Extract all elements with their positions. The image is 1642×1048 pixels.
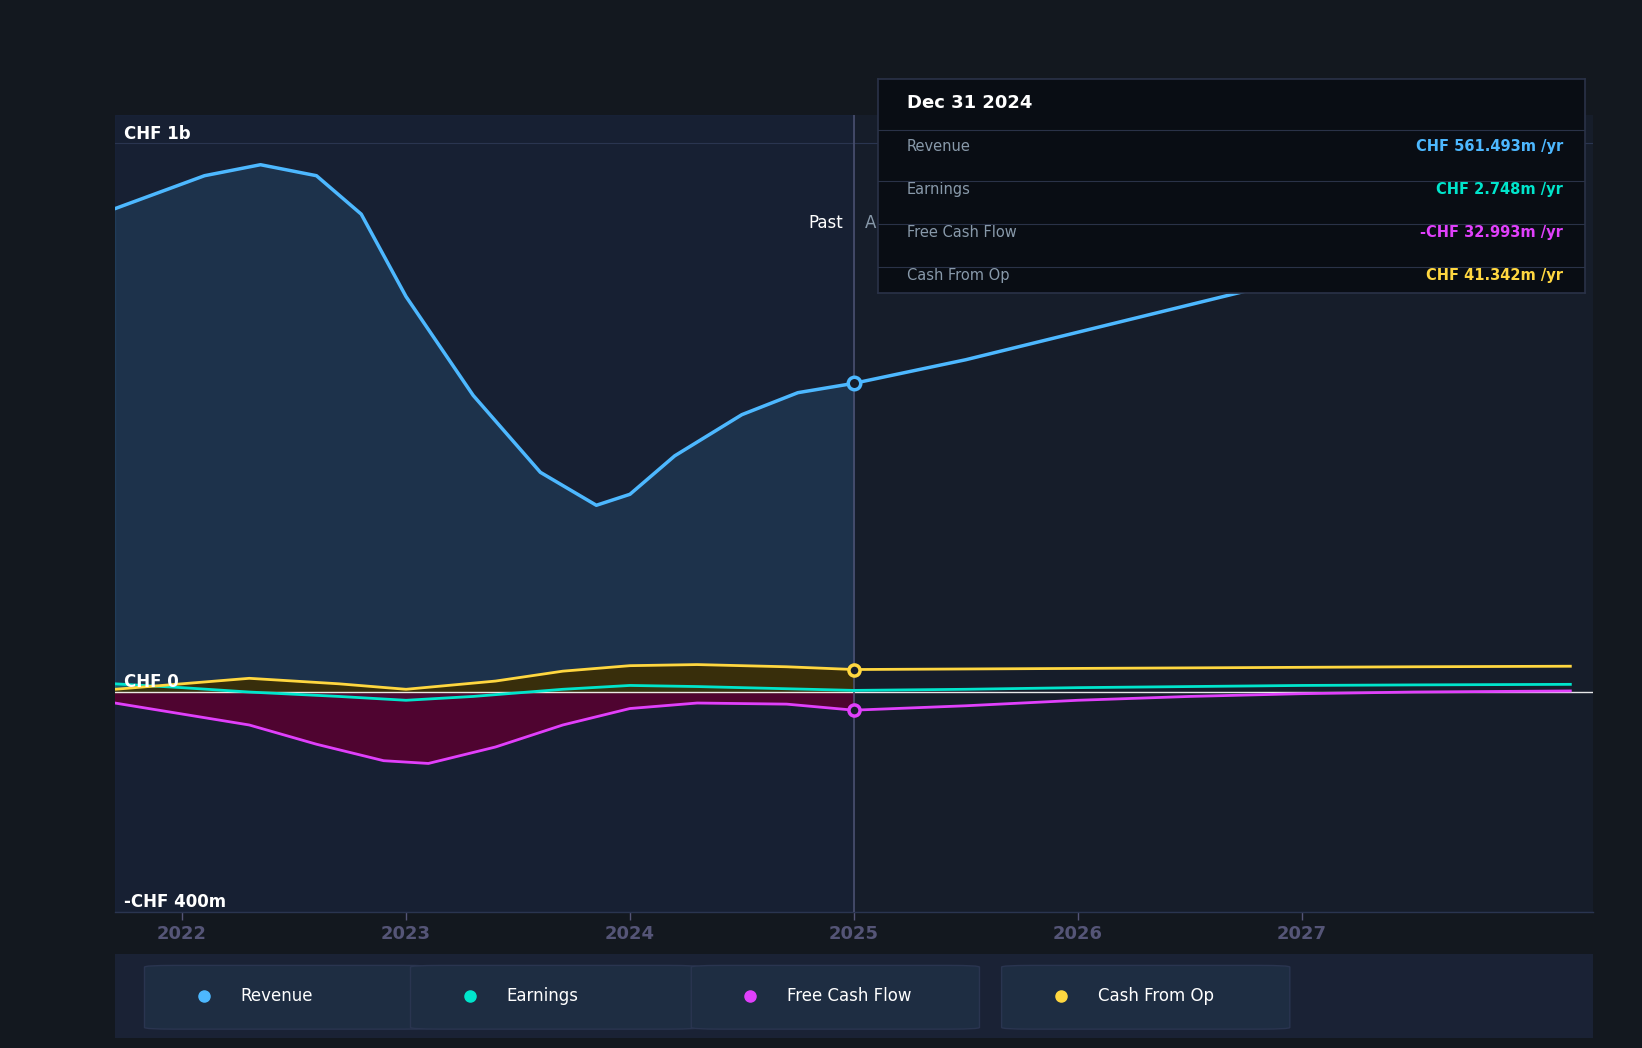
Text: Cash From Op: Cash From Op (1098, 986, 1213, 1005)
Text: -CHF 32.993m /yr: -CHF 32.993m /yr (1420, 224, 1563, 240)
Text: Cash From Op: Cash From Op (906, 267, 1010, 283)
FancyBboxPatch shape (691, 965, 979, 1029)
Text: Free Cash Flow: Free Cash Flow (788, 986, 911, 1005)
Bar (115, 115, 854, 912)
Text: CHF 1b: CHF 1b (123, 125, 190, 143)
Text: Revenue: Revenue (241, 986, 314, 1005)
Text: -CHF 400m: -CHF 400m (123, 893, 227, 911)
FancyBboxPatch shape (410, 965, 699, 1029)
Text: Earnings: Earnings (906, 181, 970, 197)
Text: CHF 561.493m /yr: CHF 561.493m /yr (1415, 138, 1563, 154)
FancyBboxPatch shape (1002, 965, 1291, 1029)
FancyBboxPatch shape (144, 965, 433, 1029)
Text: CHF 2.748m /yr: CHF 2.748m /yr (1437, 181, 1563, 197)
Text: Dec 31 2024: Dec 31 2024 (906, 93, 1033, 112)
Text: Analysts Forecasts: Analysts Forecasts (865, 214, 1020, 233)
Text: Past: Past (808, 214, 842, 233)
Text: Earnings: Earnings (507, 986, 578, 1005)
Text: Revenue: Revenue (906, 138, 970, 154)
Text: CHF 41.342m /yr: CHF 41.342m /yr (1427, 267, 1563, 283)
Text: CHF 0: CHF 0 (123, 673, 179, 691)
Text: Free Cash Flow: Free Cash Flow (906, 224, 1016, 240)
